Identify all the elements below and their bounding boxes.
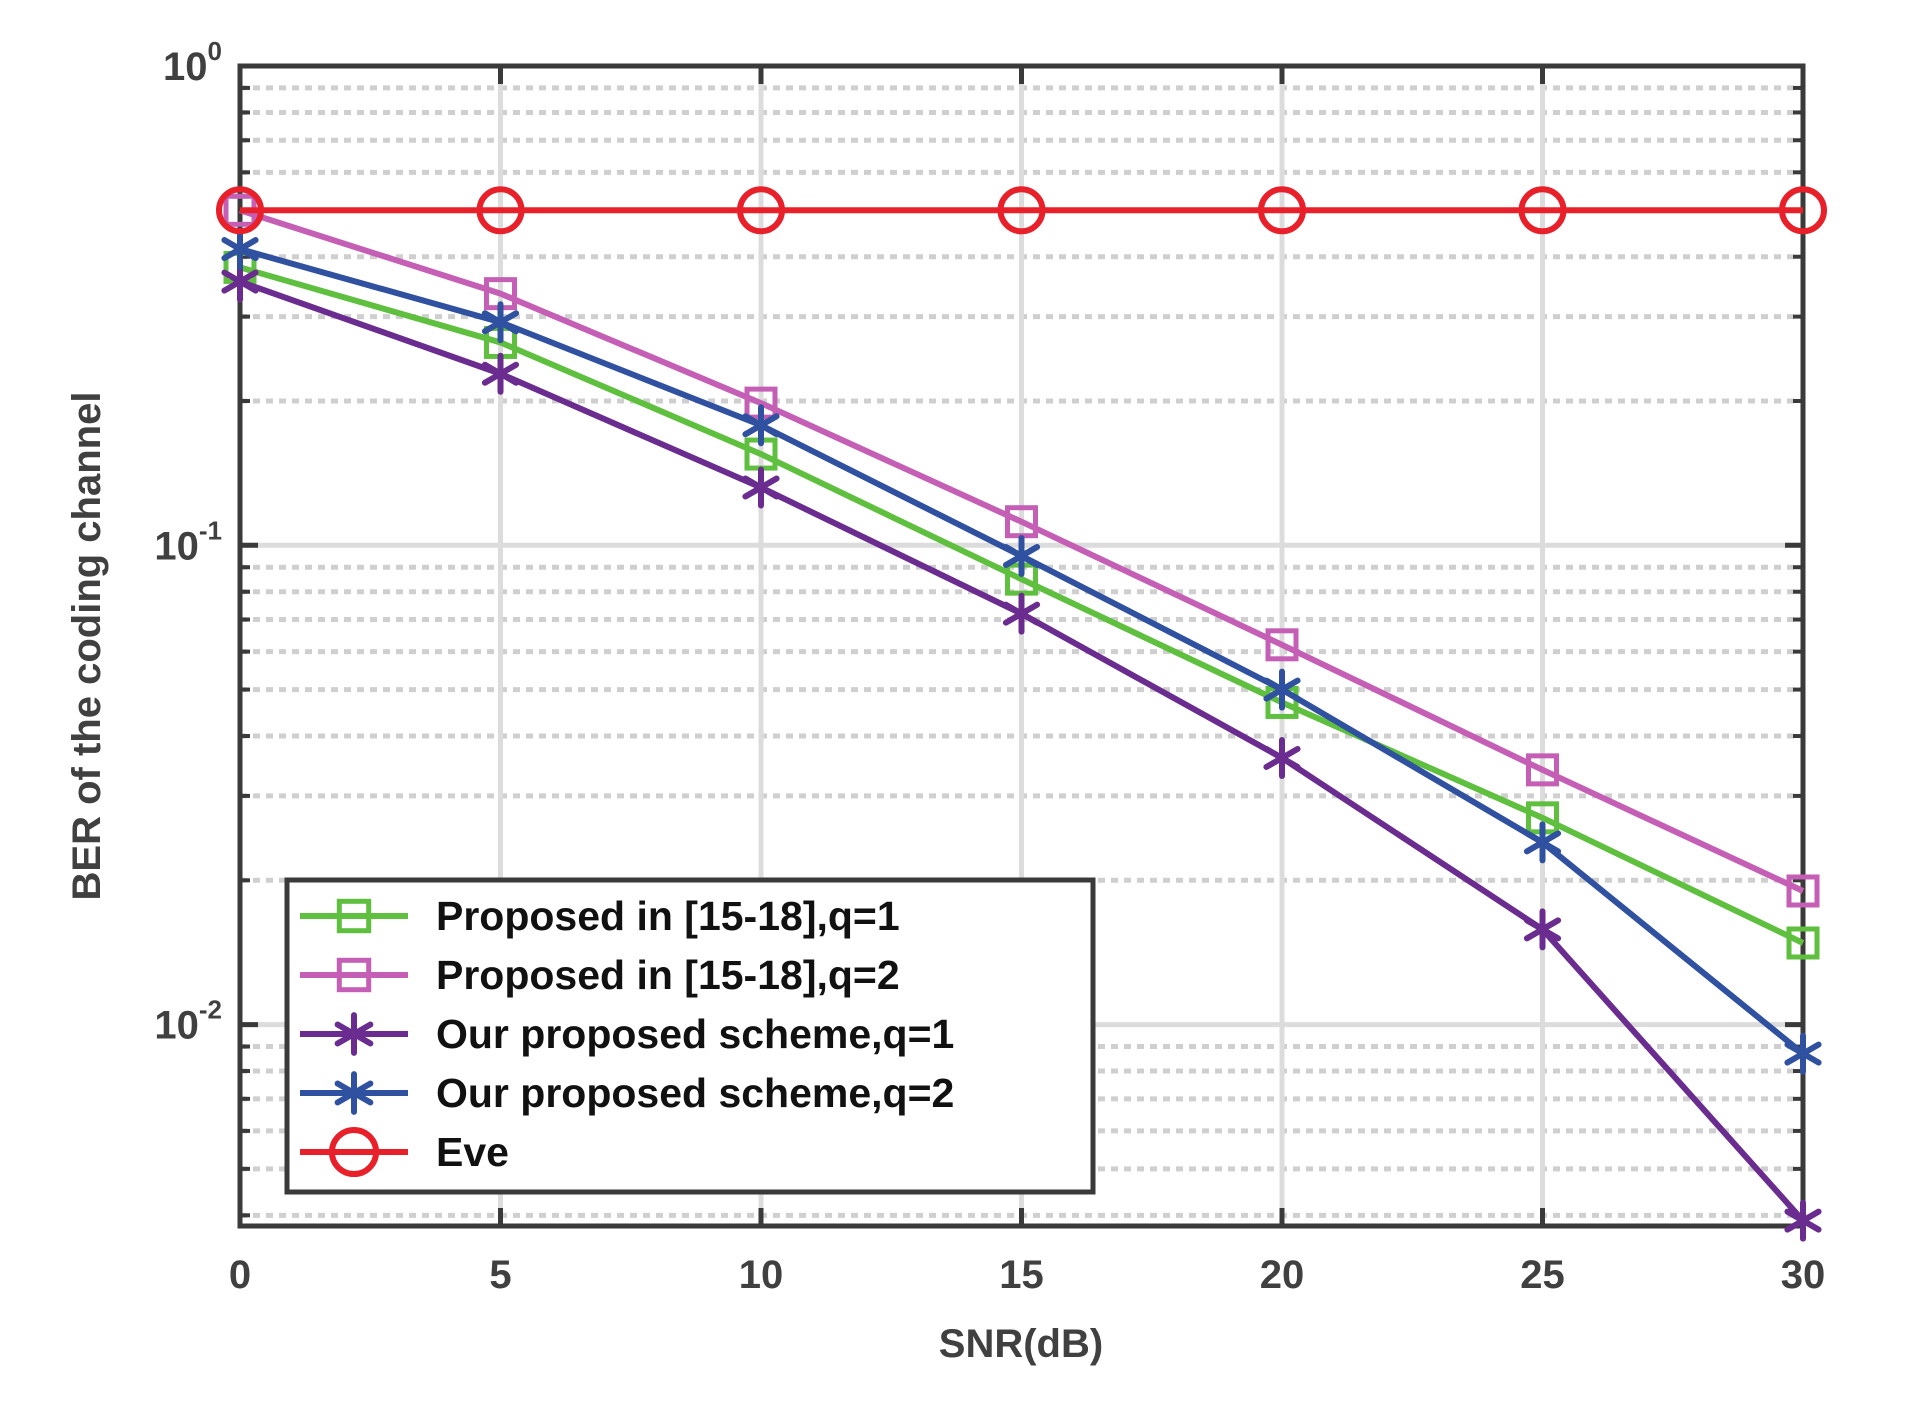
asterisk-marker: [1002, 534, 1041, 577]
legend-label: Our proposed scheme,q=2: [436, 1070, 954, 1116]
x-tick-label: 0: [229, 1253, 251, 1297]
x-tick-labels: 0 5 10 15 20 25 30: [229, 1253, 1825, 1297]
x-axis-title: SNR(dB): [939, 1322, 1103, 1366]
legend-label: Proposed in [15-18],q=1: [436, 893, 900, 939]
series-2: [223, 193, 1820, 908]
asterisk-marker: [1002, 592, 1041, 635]
square-marker: [336, 898, 372, 934]
y-tick-label: 10-1: [154, 515, 222, 568]
circle-marker: [328, 1126, 380, 1178]
legend-box: [284, 877, 1096, 1195]
legend-label: Proposed in [15-18],q=2: [436, 952, 900, 998]
tick-marks: [237, 63, 1806, 1226]
asterisk-marker: [742, 404, 780, 447]
series-4: [221, 228, 1822, 1075]
legend-label: Our proposed scheme,q=1: [436, 1011, 954, 1057]
asterisk-marker: [221, 228, 259, 271]
data-series: [216, 186, 1827, 1242]
asterisk-marker: [334, 1012, 374, 1056]
legend-item-3: Our proposed scheme,q=1: [300, 1011, 954, 1057]
asterisk-marker: [1784, 1199, 1822, 1242]
y-tick-labels: 100 10-1 10-2: [154, 36, 222, 1048]
asterisk-marker: [1784, 1032, 1822, 1075]
asterisk-marker: [1263, 668, 1301, 711]
square-marker: [1786, 926, 1820, 960]
asterisk-marker: [481, 301, 520, 344]
x-tick-label: 20: [1260, 1253, 1305, 1297]
series-line: [239, 207, 1805, 894]
x-tick-label: 10: [739, 1253, 784, 1297]
circle-marker: [1779, 186, 1827, 235]
asterisk-marker: [1523, 821, 1562, 864]
legend-item-2: Proposed in [15-18],q=2: [300, 952, 900, 998]
square-marker: [1786, 874, 1820, 908]
square-marker: [1265, 628, 1299, 662]
circle-marker: [1258, 186, 1306, 235]
asterisk-marker: [481, 352, 520, 395]
square-marker: [1526, 753, 1559, 787]
legend-label: Eve: [436, 1129, 509, 1175]
legend-item-5: Eve: [300, 1126, 509, 1178]
circle-marker: [476, 186, 525, 235]
x-tick-label: 15: [999, 1253, 1044, 1297]
circle-marker: [737, 186, 785, 235]
legend: Proposed in [15-18],q=1 Proposed in [15-1…: [284, 877, 1096, 1195]
y-axis-title: BER of the coding channel: [65, 392, 109, 901]
circle-marker: [216, 186, 264, 235]
x-tick-label: 5: [489, 1253, 511, 1297]
series-5: [216, 186, 1827, 235]
circle-marker: [997, 186, 1046, 235]
asterisk-marker: [1263, 736, 1301, 779]
legend-item-4: Our proposed scheme,q=2: [300, 1070, 954, 1116]
y-tick-label: 10-2: [154, 995, 222, 1048]
x-tick-label: 30: [1781, 1253, 1826, 1297]
x-tick-label: 25: [1520, 1253, 1565, 1297]
y-tick-label: 100: [163, 36, 222, 89]
asterisk-marker: [742, 466, 780, 509]
asterisk-marker: [334, 1071, 374, 1115]
square-marker: [336, 957, 372, 993]
asterisk-marker: [1523, 908, 1562, 951]
legend-item-1: Proposed in [15-18],q=1: [300, 893, 900, 939]
circle-marker: [1518, 186, 1567, 235]
